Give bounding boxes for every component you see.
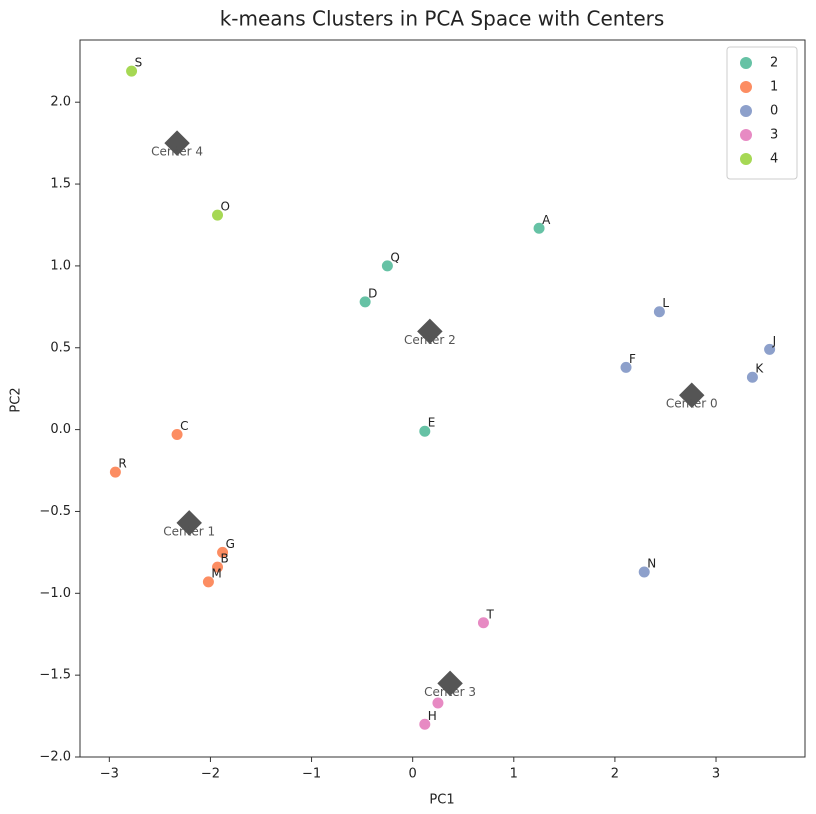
y-tick-label: 1.0 <box>50 258 71 273</box>
center-marker <box>176 510 202 536</box>
center-label: Center 4 <box>151 145 203 159</box>
point-label: N <box>647 557 656 571</box>
point <box>211 560 225 574</box>
y-tick-label: 0.0 <box>50 422 71 437</box>
chart-title: k-means Clusters in PCA Space with Cente… <box>220 7 665 31</box>
legend-label: 3 <box>770 128 778 143</box>
point-label: B <box>221 552 229 566</box>
point-label: S <box>135 56 143 70</box>
legend-marker <box>740 153 752 165</box>
plot-frame <box>79 39 806 758</box>
x-tick-label: 2 <box>611 767 619 782</box>
x-tick-label: −3 <box>100 767 119 782</box>
point-label: H <box>428 709 437 723</box>
point <box>652 305 666 319</box>
point-label: D <box>368 286 377 300</box>
center-label: Center 2 <box>404 333 456 347</box>
point <box>418 717 432 731</box>
point <box>745 370 759 384</box>
x-tick-label: 3 <box>712 767 720 782</box>
point-label: M <box>211 566 221 580</box>
x-tick-label: −1 <box>302 767 321 782</box>
y-tick-label: 1.5 <box>50 177 71 192</box>
point <box>201 575 215 589</box>
point-label: G <box>226 537 235 551</box>
point <box>358 295 372 309</box>
y-tick-label: 2.0 <box>50 95 71 110</box>
point <box>763 342 777 356</box>
y-tick-label: 0.5 <box>50 340 71 355</box>
center-marker <box>417 318 443 345</box>
x-axis-label: PC1 <box>429 793 454 808</box>
point <box>619 360 633 374</box>
point <box>380 259 394 273</box>
point <box>476 616 490 630</box>
y-tick-label: −2.0 <box>39 750 71 765</box>
point <box>637 565 651 579</box>
x-tick-label: 0 <box>409 767 417 782</box>
y-tick-label: −0.5 <box>39 504 71 519</box>
legend-box <box>726 46 798 180</box>
point-label: A <box>542 213 551 227</box>
point <box>216 545 230 559</box>
point <box>108 465 122 479</box>
point-label: T <box>485 607 494 621</box>
point <box>211 208 225 222</box>
legend-label: 0 <box>770 104 778 119</box>
y-tick-label: −1.5 <box>39 668 71 683</box>
center-label: Center 1 <box>163 524 215 538</box>
legend-label: 1 <box>770 80 778 95</box>
point-label: R <box>118 457 126 471</box>
y-axis-label: PC2 <box>9 387 24 412</box>
legend-marker <box>740 129 752 141</box>
center-marker <box>437 670 463 697</box>
point <box>170 428 184 442</box>
point-label: J <box>772 334 777 348</box>
center-marker <box>679 382 705 408</box>
point-label: O <box>221 200 230 214</box>
point <box>418 424 432 438</box>
legend-marker <box>740 105 752 117</box>
point-label: L <box>662 296 669 310</box>
point-label: Q <box>390 250 399 264</box>
point <box>431 696 445 710</box>
point-label: E <box>428 416 436 430</box>
point-label: C <box>180 419 188 433</box>
point-label: K <box>755 362 764 376</box>
center-label: Center 3 <box>424 685 476 699</box>
x-tick-label: −2 <box>201 767 220 782</box>
point <box>532 221 546 235</box>
center-label: Center 0 <box>666 397 718 411</box>
x-tick-label: 1 <box>510 767 518 782</box>
legend-label: 2 <box>770 56 778 71</box>
legend-label: 4 <box>770 152 778 167</box>
legend-marker <box>740 57 752 69</box>
point <box>125 64 139 78</box>
y-tick-label: −1.0 <box>39 586 71 601</box>
legend-marker <box>740 81 752 93</box>
point-label: F <box>629 352 636 366</box>
